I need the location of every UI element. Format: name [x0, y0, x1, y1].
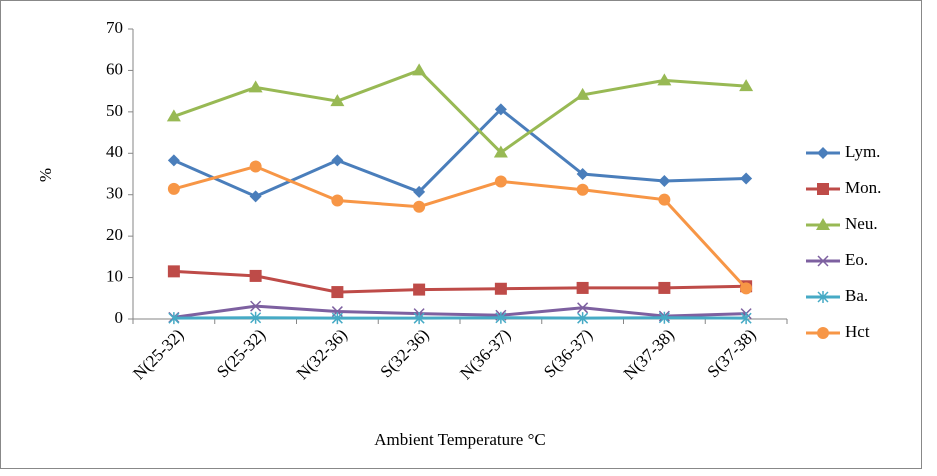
marker	[494, 282, 507, 295]
marker	[577, 302, 589, 314]
marker	[413, 200, 426, 213]
series-line	[173, 107, 747, 199]
marker	[817, 255, 829, 267]
marker	[576, 183, 589, 196]
marker	[576, 168, 589, 180]
marker	[331, 312, 343, 325]
legend-label: Mon.	[845, 178, 881, 197]
marker	[249, 160, 262, 173]
marker	[413, 185, 426, 198]
marker	[249, 269, 262, 282]
marker	[657, 73, 672, 86]
marker	[576, 281, 589, 294]
marker	[817, 327, 829, 339]
marker	[740, 172, 753, 185]
y-tick-label: 50	[106, 101, 123, 120]
marker	[167, 265, 180, 278]
marker	[739, 79, 754, 92]
marker	[817, 147, 829, 159]
marker	[166, 109, 181, 122]
marker	[250, 300, 262, 312]
series-line	[173, 269, 747, 294]
series-line	[173, 68, 747, 155]
y-tick-label: 30	[106, 184, 123, 203]
marker	[493, 145, 508, 158]
marker	[167, 182, 180, 195]
marker	[577, 312, 589, 325]
marker	[494, 175, 507, 188]
legend-label: Lym.	[845, 142, 880, 161]
marker	[494, 103, 507, 116]
marker	[740, 312, 752, 325]
y-tick-label: 0	[115, 308, 124, 327]
marker	[817, 183, 829, 195]
marker	[412, 63, 427, 76]
chart-frame	[0, 0, 922, 469]
marker	[658, 281, 671, 294]
marker	[331, 154, 344, 167]
series-line	[173, 304, 747, 319]
marker	[816, 218, 830, 230]
y-tick-label: 40	[106, 142, 123, 161]
y-tick-label: 70	[106, 18, 123, 37]
y-tick-label: 20	[106, 225, 123, 244]
legend-label: Hct	[845, 322, 870, 341]
marker	[168, 312, 180, 325]
marker	[331, 194, 344, 207]
marker	[249, 190, 262, 203]
legend-label: Neu.	[845, 214, 878, 233]
marker	[250, 311, 262, 324]
y-tick-label: 10	[106, 266, 123, 285]
marker	[331, 286, 344, 299]
y-tick-label: 60	[106, 59, 123, 78]
marker	[658, 175, 671, 188]
marker	[740, 282, 753, 295]
marker	[575, 87, 590, 100]
x-axis-title: Ambient Temperature °C	[374, 430, 545, 449]
legend-label: Eo.	[845, 250, 868, 269]
marker	[330, 94, 345, 107]
marker	[658, 193, 671, 206]
marker	[167, 154, 180, 167]
series-line	[173, 164, 748, 290]
marker	[817, 291, 829, 303]
marker	[495, 311, 507, 324]
marker	[413, 312, 425, 325]
marker	[658, 311, 670, 324]
marker	[248, 80, 263, 93]
y-axis-title: %	[36, 168, 55, 182]
legend-label: Ba.	[845, 286, 868, 305]
marker	[413, 283, 426, 296]
